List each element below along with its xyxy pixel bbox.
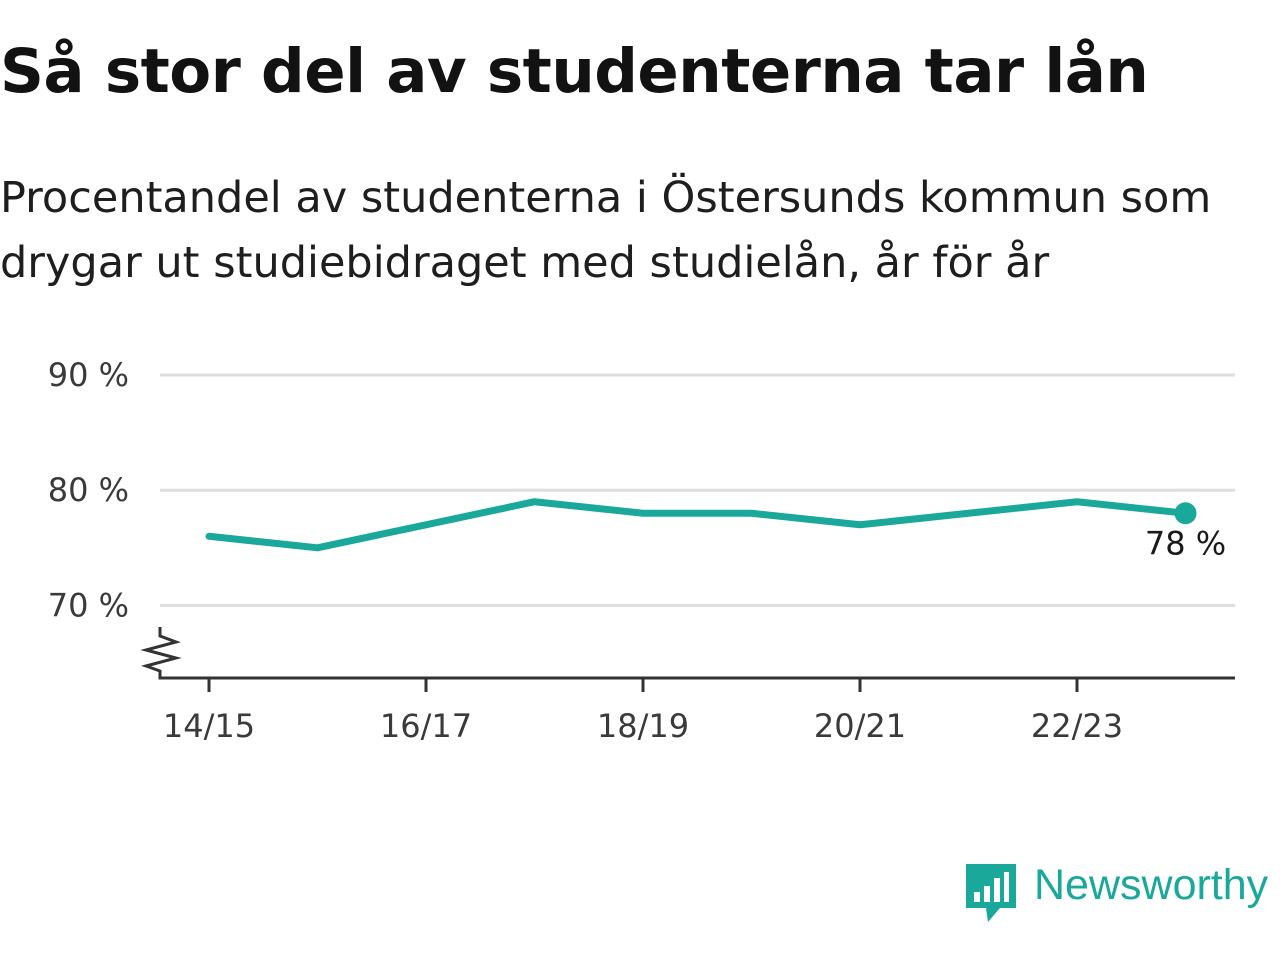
y-tick-label: 70 % [48,586,129,624]
end-point-marker [1174,502,1197,525]
x-ticks: 14/15 16/17 18/19 20/21 22/23 [163,678,1123,745]
end-value-label: 78 % [1145,524,1226,562]
x-tick-label: 22/23 [1031,707,1123,745]
brand-logo: Newsworthy [966,861,1269,926]
x-tick-label: 18/19 [597,707,689,745]
x-tick-label: 20/21 [814,707,906,745]
x-tick-label: 16/17 [380,707,472,745]
y-tick-label: 80 % [48,471,129,509]
chart-title: Så stor del av studenterna tar lån [0,36,1149,107]
brand-name: Newsworthy [1034,861,1269,909]
axis-break-icon [140,627,182,678]
y-tick-labels: 70 % 80 % 90 % [48,356,129,624]
gridlines [160,373,1235,607]
x-tick-label: 14/15 [163,707,255,745]
y-tick-label: 90 % [48,356,129,394]
line-chart: 70 % 80 % 90 % 14/15 16/17 18/19 20/21 22/23 7… [48,356,1235,745]
chart-bubble-icon [966,864,1016,922]
chart-subtitle: Procentandel av studenterna i Östersunds… [0,173,1212,288]
series-line [205,498,1189,552]
